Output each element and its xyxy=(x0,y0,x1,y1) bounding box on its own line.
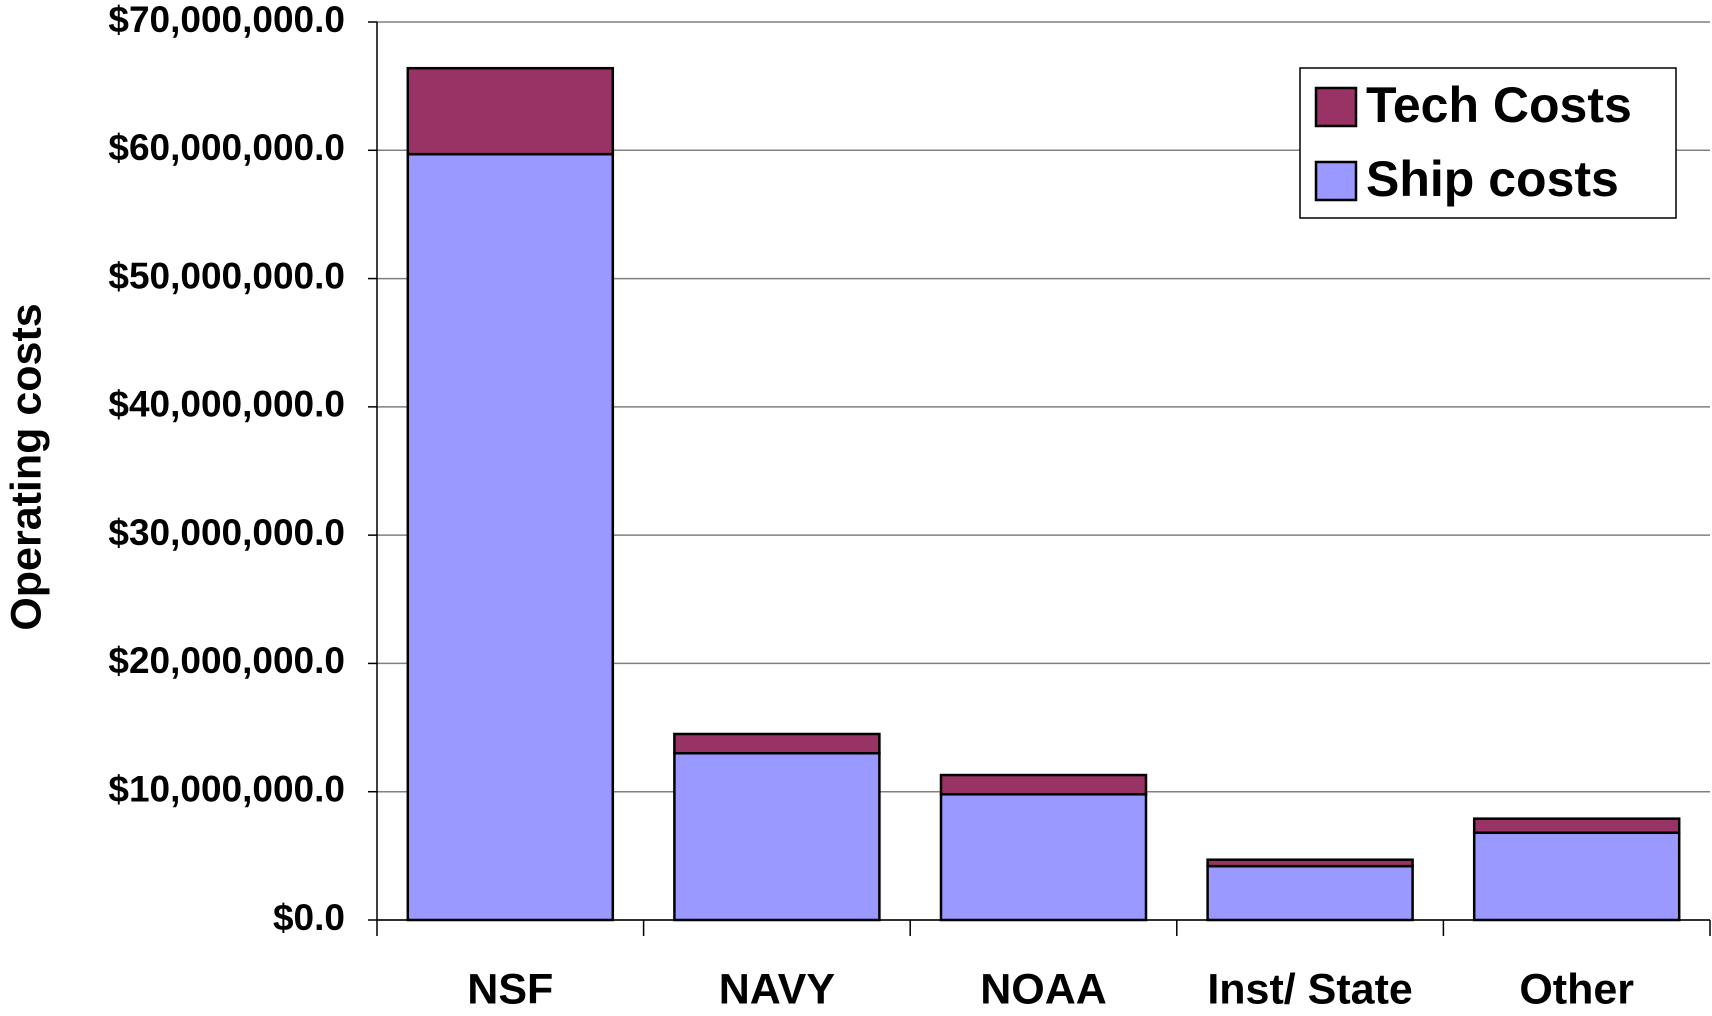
x-tick-label: Inst/ State xyxy=(1207,965,1413,1013)
bar-segment xyxy=(406,152,615,922)
bar-segment xyxy=(939,793,1148,922)
y-tick-label: $70,000,000.0 xyxy=(108,0,345,40)
legend-swatch xyxy=(1314,160,1358,202)
y-axis-title: Operating costs xyxy=(2,303,50,630)
y-tick-label: $0.0 xyxy=(273,897,345,938)
bar-segment xyxy=(673,751,881,922)
y-tick-label: $40,000,000.0 xyxy=(108,384,345,425)
legend-label: Tech Costs xyxy=(1366,77,1632,133)
bar-segment xyxy=(1472,817,1681,835)
legend-box xyxy=(1299,67,1677,219)
y-tick-label: $60,000,000.0 xyxy=(108,127,345,168)
bar-segment xyxy=(939,773,1148,796)
bar-segment xyxy=(1472,831,1681,922)
x-tick-label: NAVY xyxy=(719,965,835,1013)
y-tick-label: $10,000,000.0 xyxy=(108,768,345,809)
x-tick-label: NSF xyxy=(467,965,553,1013)
bar-segment xyxy=(673,732,881,755)
bar-segment xyxy=(1206,864,1414,922)
x-tick-label: Other xyxy=(1519,965,1634,1013)
bar-segment xyxy=(406,66,615,156)
x-tick-label: NOAA xyxy=(980,965,1107,1013)
bar-segment xyxy=(1206,858,1414,868)
legend-label: Ship costs xyxy=(1366,151,1619,207)
y-tick-label: $30,000,000.0 xyxy=(108,512,345,553)
legend-swatch xyxy=(1314,86,1358,128)
y-tick-label: $20,000,000.0 xyxy=(108,640,345,681)
y-tick-label: $50,000,000.0 xyxy=(108,255,345,296)
